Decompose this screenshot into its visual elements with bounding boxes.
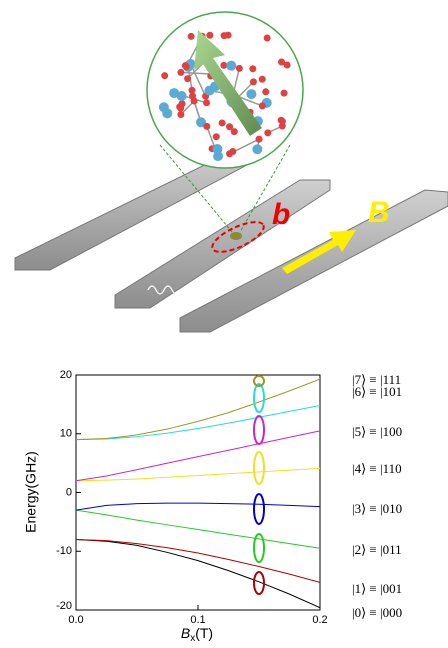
atom — [252, 144, 262, 154]
chart: Energy(GHz) Bx(T) -20 -10 0 10 20 0.0 0.1 0.2 |0… — [23, 369, 402, 644]
atom — [189, 93, 196, 100]
x-axis-label: Bx(T) — [181, 625, 213, 644]
y-tick-label: 0 — [66, 486, 72, 498]
transition-loop — [254, 452, 264, 484]
transition-loop — [254, 416, 264, 444]
atom — [259, 102, 266, 109]
level-label: |5⟩ ≡ |100 — [352, 424, 402, 439]
transition-loop — [254, 494, 264, 524]
x-tick-label: 0.0 — [68, 614, 83, 626]
atom — [177, 111, 184, 118]
level-label: |3⟩ ≡ |010 — [352, 501, 402, 516]
series-line — [76, 540, 320, 608]
illustration: b B — [15, 12, 448, 332]
atom — [221, 32, 228, 39]
atom — [226, 61, 236, 71]
level-label: |4⟩ ≡ |110 — [352, 461, 402, 476]
atom — [264, 129, 271, 136]
atom — [281, 90, 288, 97]
atom — [203, 99, 210, 106]
atom — [204, 86, 214, 96]
atom — [256, 136, 263, 143]
x-tick-label: 0.1 — [190, 614, 205, 626]
series-line — [76, 503, 320, 510]
atom — [250, 78, 257, 85]
y-axis-label: Energy(GHz) — [23, 451, 39, 533]
atom — [249, 65, 256, 72]
series-line — [76, 379, 320, 440]
atom — [203, 123, 210, 130]
atom — [259, 76, 266, 83]
atom — [229, 148, 236, 155]
transition-loop — [254, 534, 264, 562]
atom — [279, 123, 286, 130]
y-tick-label: 10 — [60, 428, 72, 440]
transition-loop — [254, 384, 264, 412]
level-label: |1⟩ ≡ |001 — [352, 581, 402, 596]
series-line — [76, 406, 320, 440]
x-tick-label: 0.2 — [312, 614, 327, 626]
atom — [159, 102, 169, 112]
atom — [262, 88, 269, 95]
level-label: |7⟩ ≡ |111 — [352, 372, 401, 387]
level-label: |2⟩ ≡ |011 — [352, 542, 402, 557]
atom — [182, 62, 189, 69]
atom — [236, 65, 243, 72]
y-tick-label: -20 — [56, 600, 72, 612]
atom — [213, 151, 223, 161]
atom — [184, 75, 191, 82]
molecule-dot — [230, 232, 242, 240]
label-B: B — [368, 196, 390, 229]
figure: b B Energy(GHz) Bx(T) -20 -10 0 10 20 0.0 0.1 0… — [0, 0, 448, 648]
label-b: b — [272, 198, 290, 231]
atom — [213, 133, 220, 140]
atom — [161, 72, 168, 79]
atom — [179, 100, 186, 107]
y-tick-label: -10 — [56, 545, 72, 557]
atom — [177, 69, 184, 76]
level-label: |0⟩ ≡ |000 — [352, 605, 402, 620]
y-tick-label: 20 — [60, 369, 72, 381]
atom — [177, 91, 187, 101]
plot-frame — [76, 375, 320, 610]
atom — [246, 89, 256, 99]
atom — [278, 59, 285, 66]
atom — [226, 123, 233, 130]
atom — [206, 32, 213, 39]
x-label-symbol: B — [181, 625, 190, 641]
x-label-unit: (T) — [195, 625, 213, 641]
atom — [188, 33, 195, 40]
atom — [264, 35, 271, 42]
atom — [219, 119, 226, 126]
